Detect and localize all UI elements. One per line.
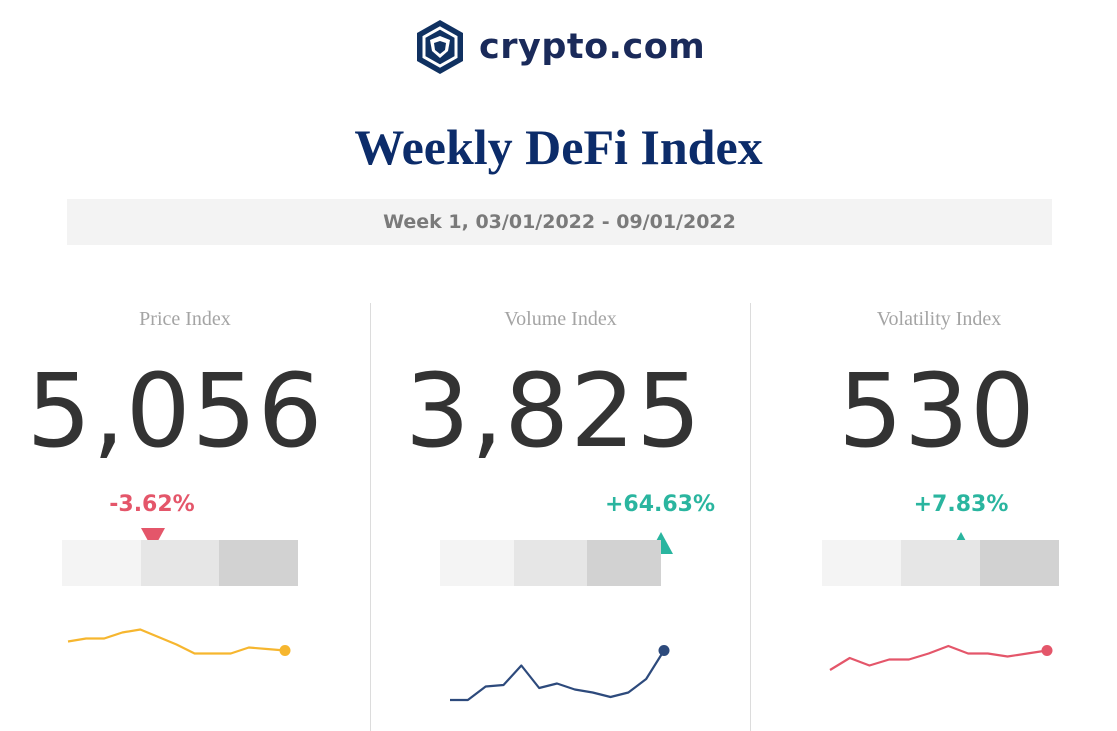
- volume-index-scale: [440, 540, 661, 586]
- price-index-sparkline: [67, 628, 291, 656]
- column-divider-2: [750, 303, 751, 731]
- week-range-text: Week 1, 03/01/2022 - 09/01/2022: [383, 211, 736, 233]
- crypto-com-logo: crypto.com: [415, 18, 705, 76]
- sparkline-end-point: [279, 645, 291, 656]
- volume-index-value: 3,825: [404, 352, 702, 471]
- price-index-scale: [62, 540, 298, 586]
- scale-segment-high: [587, 540, 661, 586]
- sparkline-series: [67, 628, 286, 655]
- volume-index-sparkline: [450, 645, 670, 702]
- scale-segment-low: [822, 540, 901, 586]
- scale-segment-low: [62, 540, 141, 586]
- price-index-value: 5,056: [26, 352, 324, 471]
- scale-segment-high: [980, 540, 1059, 586]
- volatility-index-panel: Volatility Index 530 +7.83%: [751, 300, 1117, 731]
- sparkline-series: [829, 644, 1048, 671]
- price-index-label: Price Index: [139, 308, 231, 330]
- price-index-change: -3.62%: [109, 492, 195, 517]
- volatility-index-value: 530: [838, 352, 1036, 471]
- volume-index-change: +64.63%: [604, 492, 716, 517]
- sparkline-series: [450, 649, 665, 702]
- volatility-index-scale: [822, 540, 1059, 586]
- sparkline-end-point: [658, 645, 670, 656]
- price-index-panel: Price Index 5,056 -3.62%: [0, 300, 370, 731]
- volatility-index-label: Volatility Index: [876, 308, 1002, 330]
- column-divider-1: [370, 303, 371, 731]
- scale-segment-mid: [141, 540, 219, 586]
- scale-segment-low: [440, 540, 514, 586]
- volume-index-label: Volume Index: [504, 308, 617, 330]
- scale-segment-high: [219, 540, 298, 586]
- crypto-com-lion-icon: [417, 20, 463, 74]
- scale-segment-mid: [901, 540, 980, 586]
- sparkline-end-point: [1041, 645, 1053, 656]
- volatility-index-change: +7.83%: [913, 492, 1009, 517]
- page-title: Weekly DeFi Index: [354, 119, 763, 175]
- volume-index-panel: Volume Index 3,825 +64.63%: [371, 300, 750, 731]
- week-range-bar: Week 1, 03/01/2022 - 09/01/2022: [67, 199, 1052, 245]
- brand-name: crypto.com: [479, 27, 706, 67]
- volatility-index-sparkline: [829, 644, 1053, 671]
- scale-segment-mid: [514, 540, 587, 586]
